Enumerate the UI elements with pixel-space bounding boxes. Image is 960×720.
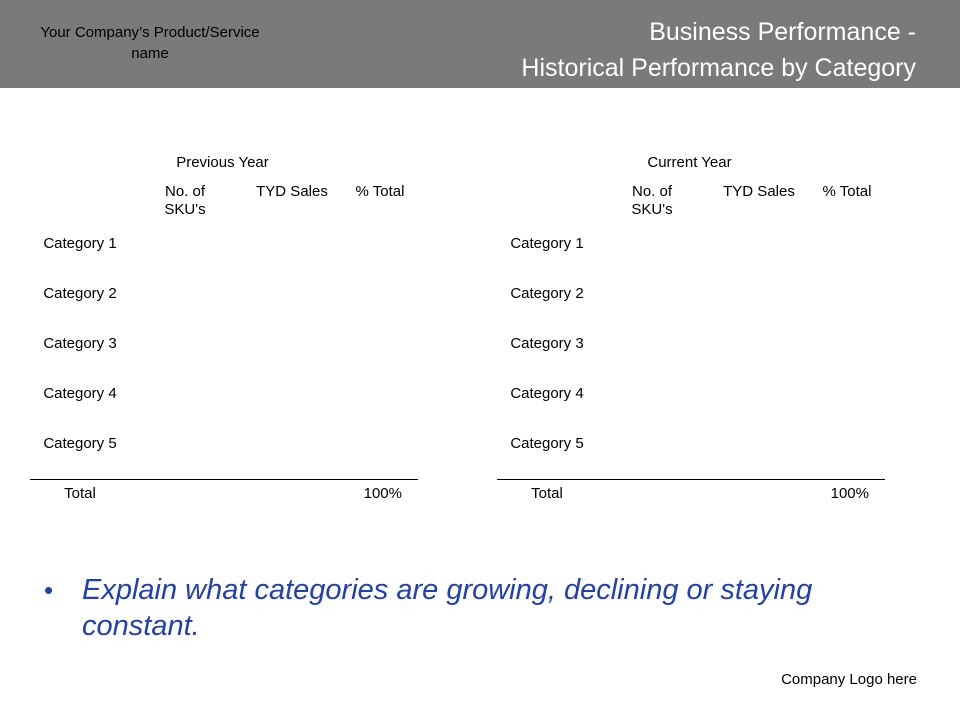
category-label: Category 2: [510, 285, 584, 302]
table-row: Category 5: [467, 435, 887, 485]
table-row: Category 2: [0, 285, 420, 335]
category-label: Category 1: [510, 235, 584, 252]
column-header-sku-count: No. of SKU's: [631, 183, 673, 218]
total-label: Total: [531, 485, 563, 502]
table-row: Category 1: [467, 235, 887, 285]
total-percent-value: 100%: [363, 485, 402, 502]
table-row: Category 5: [0, 435, 420, 485]
table-row: Category 2: [467, 285, 887, 335]
header-bar: Your Company’s Product/Service name Busi…: [0, 0, 960, 88]
total-divider-line: [497, 479, 885, 480]
column-header-percent-total: % Total: [822, 183, 872, 200]
category-label: Category 4: [510, 385, 584, 402]
bullet-icon: •: [44, 575, 54, 605]
column-header-percent-total: % Total: [355, 183, 405, 200]
table-row: Category 4: [467, 385, 887, 435]
column-header-tyd-sales: TYD Sales: [256, 183, 328, 200]
category-label: Category 4: [43, 385, 117, 402]
slide-title-line-1: Business Performance -: [649, 18, 916, 46]
category-label: Category 5: [43, 435, 117, 452]
table-row: Category 4: [0, 385, 420, 435]
table-row: Category 3: [0, 335, 420, 385]
total-label: Total: [64, 485, 96, 502]
category-label: Category 2: [43, 285, 117, 302]
category-label: Category 3: [43, 335, 117, 352]
company-product-name: Your Company’s Product/Service name: [40, 24, 260, 62]
total-divider-line: [30, 479, 418, 480]
company-logo-placeholder: Company Logo here: [781, 671, 917, 688]
note-text: Explain what categories are growing, dec…: [82, 574, 813, 642]
total-percent-value: 100%: [830, 485, 869, 502]
table-row: Category 1: [0, 235, 420, 285]
category-label: Category 5: [510, 435, 584, 452]
slide-title: Business Performance - Historical Perfor…: [396, 14, 916, 86]
category-label: Category 1: [43, 235, 117, 252]
table-year-label: Current Year: [647, 154, 732, 171]
table-year-label: Previous Year: [176, 154, 269, 171]
column-header-sku-count: No. of SKU's: [164, 183, 206, 218]
column-header-tyd-sales: TYD Sales: [723, 183, 795, 200]
table-row: Category 3: [467, 335, 887, 385]
category-label: Category 3: [510, 335, 584, 352]
slide-title-line-2: Historical Performance by Category: [521, 54, 916, 82]
